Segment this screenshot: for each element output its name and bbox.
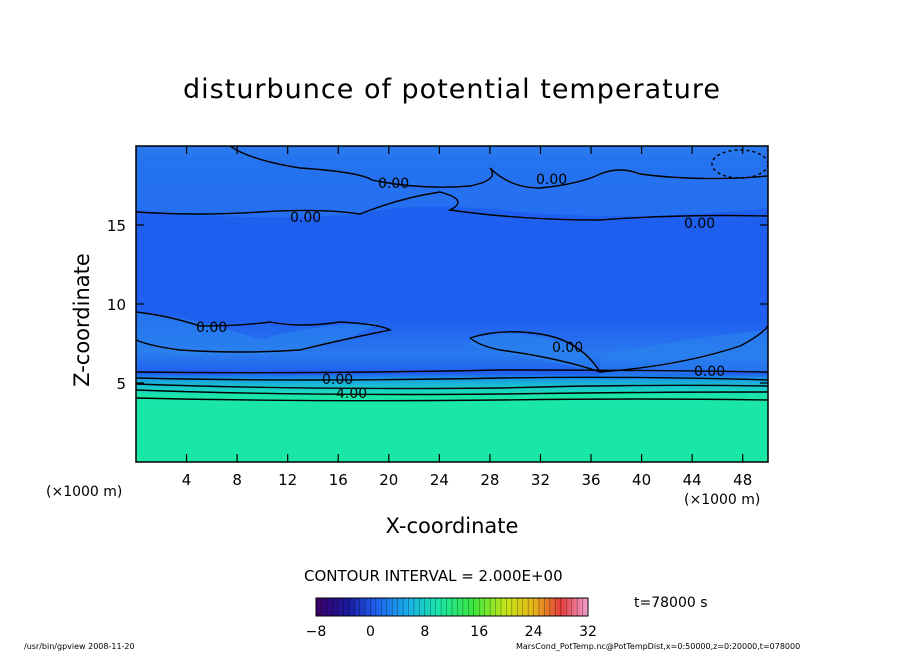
colorbar: −8 0 8 16 24 32 (306, 597, 597, 640)
contour-label: 0.00 (536, 172, 567, 188)
x-unit-label-right: (×1000 m) (684, 492, 761, 508)
footer-command: /usr/bin/gpview 2008-11-20 (24, 642, 135, 651)
x-axis-label: X-coordinate (385, 514, 519, 538)
y-tick-label: 15 (107, 217, 126, 235)
contour-label-group: 0.00 0.00 0.00 0.00 0.00 0.00 0.00 0.00 … (196, 172, 725, 402)
colorbar-tick-label: −8 (306, 624, 327, 640)
x-tick-label: 20 (379, 471, 398, 489)
y-tick-label: 5 (116, 375, 126, 393)
colorbar-tick-label: 32 (579, 624, 597, 640)
contour-label: 0.00 (378, 176, 409, 192)
contour-label: 0.00 (196, 320, 227, 336)
x-tick-label: 48 (733, 471, 752, 489)
x-tick-label: 12 (278, 471, 297, 489)
x-tick-label: 16 (329, 471, 348, 489)
contour-label: 0.00 (684, 216, 715, 232)
contour-label: 4.00 (336, 386, 367, 402)
time-label: t=78000 s (634, 595, 708, 611)
heatmap-field (136, 146, 768, 462)
x-tick-label: 40 (632, 471, 651, 489)
x-unit-label-left: (×1000 m) (46, 484, 123, 500)
footer-source: MarsCond_PotTemp.nc@PotTempDist,x=0:5000… (516, 642, 801, 651)
y-tick-label: 10 (107, 296, 126, 314)
contour-label: 0.00 (552, 340, 583, 356)
x-tick-label: 28 (480, 471, 499, 489)
colorbar-stripes (321, 598, 583, 616)
colorbar-ticks: −8 0 8 16 24 32 (306, 624, 597, 640)
contour-interval-label: CONTOUR INTERVAL = 2.000E+00 (304, 567, 563, 585)
x-tick-label: 4 (182, 471, 192, 489)
contour-label: 0.00 (322, 372, 353, 388)
colorbar-tick-label: 0 (366, 624, 375, 640)
chart-title: disturbunce of potential temperature (183, 74, 721, 105)
y-axis-ticks: 5 10 15 (107, 217, 768, 393)
colorbar-tick-label: 8 (420, 624, 429, 640)
x-axis-ticks: 4 8 12 16 20 24 28 32 36 40 44 48 (182, 146, 752, 489)
contour-lines (136, 146, 768, 402)
x-tick-label: 24 (430, 471, 449, 489)
x-tick-label: 8 (232, 471, 242, 489)
contour-label: 0.00 (694, 364, 725, 380)
colorbar-tick-label: 16 (470, 624, 488, 640)
y-axis-label: Z-coordinate (70, 253, 94, 387)
x-tick-label: 32 (531, 471, 550, 489)
x-tick-label: 36 (581, 471, 600, 489)
colorbar-tick-label: 24 (525, 624, 543, 640)
x-tick-label: 44 (683, 471, 702, 489)
contour-label: 0.00 (290, 210, 321, 226)
